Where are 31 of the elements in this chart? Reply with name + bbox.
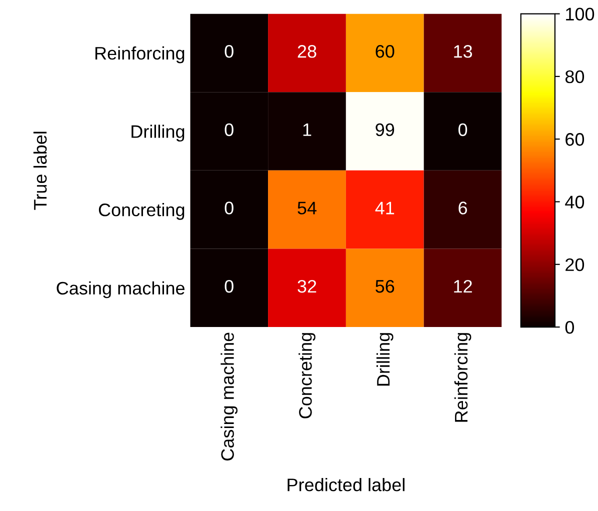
data-label: 0	[224, 202, 234, 214]
data-label: 0	[224, 45, 234, 58]
data-label: 0	[224, 280, 234, 293]
y-tick-label: Casing machine	[56, 281, 185, 298]
color-bar-label: 40	[565, 196, 584, 208]
color-bar-label: 20	[566, 258, 584, 272]
y-tick-label: Drilling	[132, 124, 184, 142]
data-label: 41	[375, 202, 394, 214]
data-label: 60	[376, 45, 394, 58]
x-tick-label: Concreting	[298, 333, 316, 418]
x-tick-label: Reinforcing	[454, 333, 472, 422]
data-label: 54	[298, 202, 317, 214]
data-label: 99	[376, 123, 394, 136]
y-tick-label: Reinforcing	[95, 46, 184, 64]
y-axis-title: True label	[33, 132, 47, 210]
color-bar-label: 80	[565, 70, 584, 84]
x-tick-label: Drilling	[376, 333, 394, 386]
y-tick-label: Concreting	[98, 203, 184, 220]
color-bar-label: 60	[566, 133, 584, 146]
data-label: 56	[376, 280, 394, 293]
data-label: 28	[298, 45, 316, 58]
data-label: 1	[303, 124, 312, 136]
data-label: 6	[458, 202, 468, 214]
x-axis-title: Predicted label	[288, 478, 404, 492]
color-bar-label: 0	[565, 320, 574, 334]
color-bar-label: 100	[566, 8, 594, 21]
data-label: 32	[298, 280, 316, 293]
data-label: 12	[454, 280, 472, 293]
data-label: 0	[458, 123, 468, 136]
data-label: 13	[454, 45, 472, 58]
data-label: 0	[224, 123, 234, 136]
